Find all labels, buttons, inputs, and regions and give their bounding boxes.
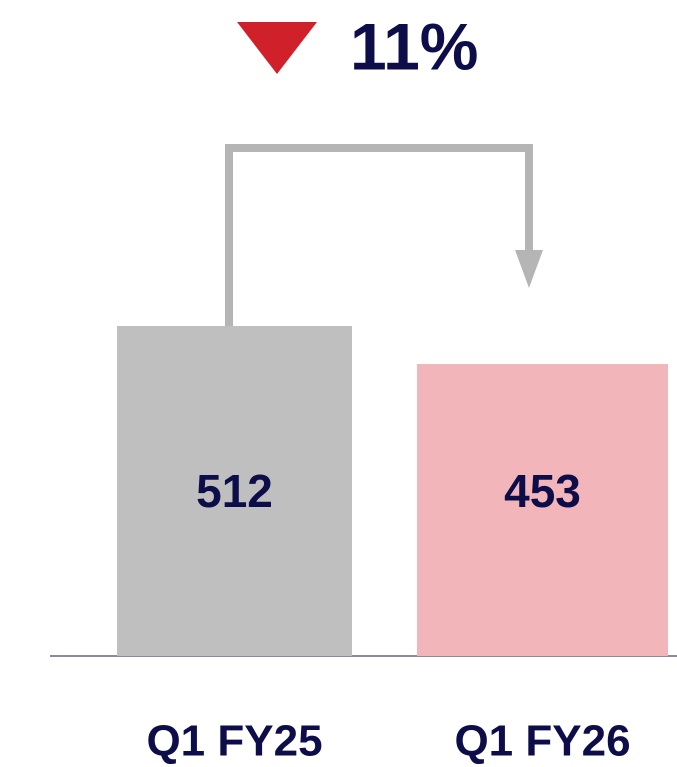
arrow-head [515, 250, 543, 288]
value-label: 512 [196, 465, 273, 517]
category-label: Q1 FY25 [146, 717, 322, 766]
comparison-arrow [225, 144, 533, 326]
down-triangle [237, 22, 317, 74]
change-annotation: 11% [350, 9, 478, 83]
bar [417, 364, 668, 656]
bar [117, 326, 352, 656]
category-label: Q1 FY26 [454, 717, 630, 766]
value-label: 453 [504, 465, 581, 517]
